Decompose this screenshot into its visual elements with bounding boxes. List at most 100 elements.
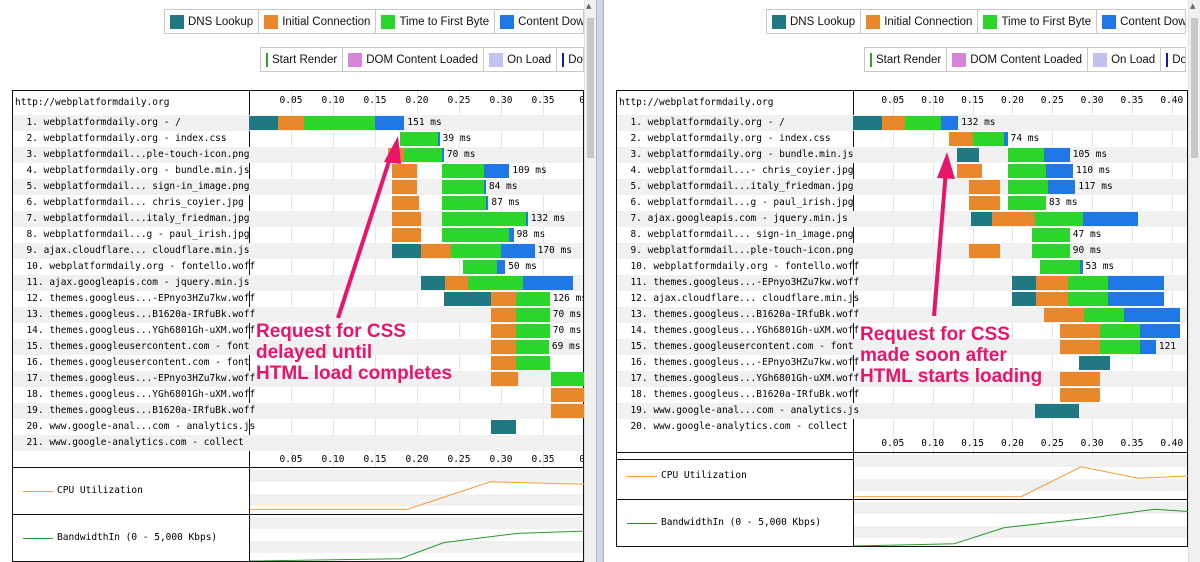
request-label[interactable]: 13. themes.googleus...B1620a-IRfuBk.woff: [15, 309, 256, 320]
request-label[interactable]: 12. themes.googleus...-EPnyo3HZu7kw.woff: [15, 293, 256, 304]
table-row[interactable]: 17. themes.googleus...-EPnyo3HZu7kw.woff: [13, 371, 585, 387]
table-row[interactable]: 2. webplatformdaily.org - index.css 74 ms: [617, 131, 1187, 147]
request-label[interactable]: 18. themes.googleus...B1620a-IRfuBk.woff: [619, 389, 860, 400]
table-row[interactable]: 4. webplatformdaily.org - bundle.min.js 1…: [13, 163, 583, 179]
table-row[interactable]: 7. ajax.googleapis.com - jquery.min.js: [617, 211, 1187, 227]
table-row[interactable]: 20. www.google-anal...com - analytics.js: [13, 419, 583, 435]
request-label[interactable]: 15. themes.googleusercontent.com - font: [15, 341, 250, 352]
table-row[interactable]: 6. webplatformdail... chris_coyier.jpg 87…: [13, 195, 583, 211]
table-row[interactable]: 20. www.google-analytics.com - collect: [617, 419, 1187, 435]
request-label[interactable]: 17. themes.googleus...-EPnyo3HZu7kw.woff: [15, 373, 256, 384]
request-label[interactable]: 7. webplatformdail...italy_friedman.jpg: [15, 213, 250, 224]
request-label[interactable]: 8. webplatformdail...g - paul_irish.jpg: [15, 229, 250, 240]
request-label[interactable]: 1. webplatformdaily.org - /: [619, 117, 785, 128]
scroll-up-icon[interactable]: ▲: [1190, 2, 1196, 10]
table-row[interactable]: 17. themes.googleus...YGh6801Gh-uXM.woff: [617, 371, 1187, 387]
request-label[interactable]: 12. ajax.cloudflare... cloudflare.min.js: [619, 293, 860, 304]
request-label[interactable]: 9. ajax.cloudflare... cloudflare.min.js: [15, 245, 250, 256]
timing-bar: [442, 228, 510, 242]
table-row[interactable]: 21. www.google-analytics.com - collect: [13, 435, 583, 451]
request-label[interactable]: 10. webplatformdaily.org - fontello.woff: [619, 261, 860, 272]
table-row[interactable]: 11. themes.googleus...-EPnyo3HZu7kw.woff: [617, 275, 1187, 291]
table-row[interactable]: 4. webplatformdail...- chris_coyier.jpg 1…: [617, 163, 1187, 179]
request-label[interactable]: 7. ajax.googleapis.com - jquery.min.js: [619, 213, 848, 224]
table-row[interactable]: 2. webplatformdaily.org - index.css 39 ms: [13, 131, 583, 147]
request-label[interactable]: 3. webplatformdail...ple-touch-icon.png: [15, 149, 250, 160]
table-row[interactable]: 16. themes.googleus...-EPnyo3HZu7kw.woff: [617, 355, 1187, 371]
request-label[interactable]: 2. webplatformdaily.org - index.css: [15, 133, 227, 144]
scroll-thumb[interactable]: [587, 18, 594, 158]
request-label[interactable]: 21. www.google-analytics.com - collect: [15, 437, 244, 448]
table-row[interactable]: 12. themes.googleus...-EPnyo3HZu7kw.woff…: [13, 291, 587, 307]
timing-bar: [1044, 308, 1085, 322]
duration-label: 83 ms: [1048, 197, 1078, 208]
request-label[interactable]: 14. themes.googleus...YGh6801Gh-uXM.woff: [619, 325, 860, 336]
table-row[interactable]: 7. webplatformdail...italy_friedman.jpg 1…: [13, 211, 583, 227]
graph-label: BandwidthIn (0 - 5,000 Kbps): [661, 517, 822, 528]
table-row[interactable]: 1. webplatformdaily.org - / 132 ms: [617, 115, 1187, 131]
window-divider[interactable]: [596, 0, 604, 562]
request-label[interactable]: 5. webplatformdail...italy_friedman.jpg: [619, 181, 854, 192]
table-row[interactable]: 8. webplatformdail... sign-in_image.png 4…: [617, 227, 1187, 243]
table-row[interactable]: 19. themes.googleus...B1620a-IRfuBk.woff: [13, 403, 585, 419]
table-row[interactable]: 18. themes.googleus...B1620a-IRfuBk.woff: [617, 387, 1187, 403]
table-row[interactable]: 8. webplatformdail...g - paul_irish.jpg 9…: [13, 227, 583, 243]
request-label[interactable]: 13. themes.googleus...B1620a-IRfuBk.woff: [619, 309, 860, 320]
table-row[interactable]: 14. themes.googleus...YGh6801Gh-uXM.woff: [617, 323, 1187, 339]
request-label[interactable]: 20. www.google-anal...com - analytics.js: [15, 421, 256, 432]
graph-legend-line-icon: [627, 523, 657, 524]
scroll-thumb[interactable]: [1191, 18, 1198, 158]
table-row[interactable]: 19. www.google-anal...com - analytics.js: [617, 403, 1187, 419]
request-label[interactable]: 16. themes.googleus...-EPnyo3HZu7kw.woff: [619, 357, 860, 368]
scrollbar-left[interactable]: ▲: [584, 0, 596, 562]
duration-label: 98 ms: [516, 229, 546, 240]
table-row[interactable]: 15. themes.googleusercontent.com - font 6…: [13, 339, 583, 355]
request-label[interactable]: 4. webplatformdaily.org - bundle.min.js: [15, 165, 250, 176]
table-row[interactable]: 1. webplatformdaily.org - / 151 ms: [13, 115, 583, 131]
request-label[interactable]: 19. themes.googleus...B1620a-IRfuBk.woff: [15, 405, 256, 416]
timing-bar: [516, 324, 550, 338]
table-row[interactable]: 14. themes.googleus...YGh6801Gh-uXM.woff…: [13, 323, 583, 339]
table-row[interactable]: 5. webplatformdail... sign-in_image.png 8…: [13, 179, 583, 195]
legend-label: Documen: [568, 53, 583, 66]
table-row[interactable]: 13. themes.googleus...B1620a-IRfuBk.woff…: [13, 307, 583, 323]
table-row[interactable]: 6. webplatformdail...g - paul_irish.jpg 8…: [617, 195, 1187, 211]
table-row[interactable]: 15. themes.googleusercontent.com - font 1…: [617, 339, 1187, 355]
table-row[interactable]: 18. themes.googleus...YGh6801Gh-uXM.woff: [13, 387, 585, 403]
table-row[interactable]: 10. webplatformdaily.org - fontello.woff…: [13, 259, 583, 275]
request-label[interactable]: 15. themes.googleusercontent.com - font: [619, 341, 854, 352]
request-label[interactable]: 8. webplatformdail... sign-in_image.png: [619, 229, 854, 240]
request-label[interactable]: 17. themes.googleus...YGh6801Gh-uXM.woff: [619, 373, 860, 384]
table-row[interactable]: 3. webplatformdail...ple-touch-icon.png 7…: [13, 147, 583, 163]
table-row[interactable]: 16. themes.googleusercontent.com - font: [13, 355, 583, 371]
table-row[interactable]: 5. webplatformdail...italy_friedman.jpg 1…: [617, 179, 1187, 195]
request-label[interactable]: 19. www.google-anal...com - analytics.js: [619, 405, 860, 416]
request-label[interactable]: 10. webplatformdaily.org - fontello.woff: [15, 261, 256, 272]
time-tick: 0.10: [321, 95, 345, 106]
table-row[interactable]: 13. themes.googleus...B1620a-IRfuBk.woff: [617, 307, 1187, 323]
request-label[interactable]: 6. webplatformdail...g - paul_irish.jpg: [619, 197, 854, 208]
request-label[interactable]: 6. webplatformdail... chris_coyier.jpg: [15, 197, 244, 208]
table-row[interactable]: 10. webplatformdaily.org - fontello.woff…: [617, 259, 1187, 275]
request-label[interactable]: 9. webplatformdail...ple-touch-icon.png: [619, 245, 854, 256]
request-label[interactable]: 5. webplatformdail... sign-in_image.png: [15, 181, 250, 192]
request-label[interactable]: 2. webplatformdaily.org - index.css: [619, 133, 831, 144]
request-label[interactable]: 4. webplatformdail...- chris_coyier.jpg: [619, 165, 854, 176]
table-row[interactable]: 11. ajax.googleapis.com - jquery.min.js: [13, 275, 583, 291]
table-row[interactable]: 9. ajax.cloudflare... cloudflare.min.js 1…: [13, 243, 583, 259]
request-label[interactable]: 18. themes.googleus...YGh6801Gh-uXM.woff: [15, 389, 256, 400]
table-row[interactable]: 9. webplatformdail...ple-touch-icon.png 9…: [617, 243, 1187, 259]
table-row[interactable]: 12. ajax.cloudflare... cloudflare.min.js: [617, 291, 1187, 307]
request-label[interactable]: 3. webplatformdaily.org - bundle.min.js: [619, 149, 854, 160]
scrollbar-right[interactable]: ▲: [1188, 0, 1200, 562]
marker-line-icon: [1166, 52, 1169, 67]
request-label[interactable]: 11. ajax.googleapis.com - jquery.min.js: [15, 277, 250, 288]
request-label[interactable]: 20. www.google-analytics.com - collect: [619, 421, 848, 432]
request-label[interactable]: 1. webplatformdaily.org - /: [15, 117, 181, 128]
request-label[interactable]: 11. themes.googleus...-EPnyo3HZu7kw.woff: [619, 277, 860, 288]
scroll-up-icon[interactable]: ▲: [586, 2, 592, 10]
table-row[interactable]: 3. webplatformdaily.org - bundle.min.js 1…: [617, 147, 1187, 163]
request-label[interactable]: 14. themes.googleus...YGh6801Gh-uXM.woff: [15, 325, 256, 336]
request-label[interactable]: 16. themes.googleusercontent.com - font: [15, 357, 250, 368]
timing-bar: [968, 180, 1001, 194]
